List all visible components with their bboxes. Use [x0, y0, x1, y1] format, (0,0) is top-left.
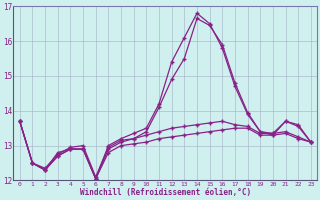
X-axis label: Windchill (Refroidissement éolien,°C): Windchill (Refroidissement éolien,°C): [80, 188, 251, 197]
